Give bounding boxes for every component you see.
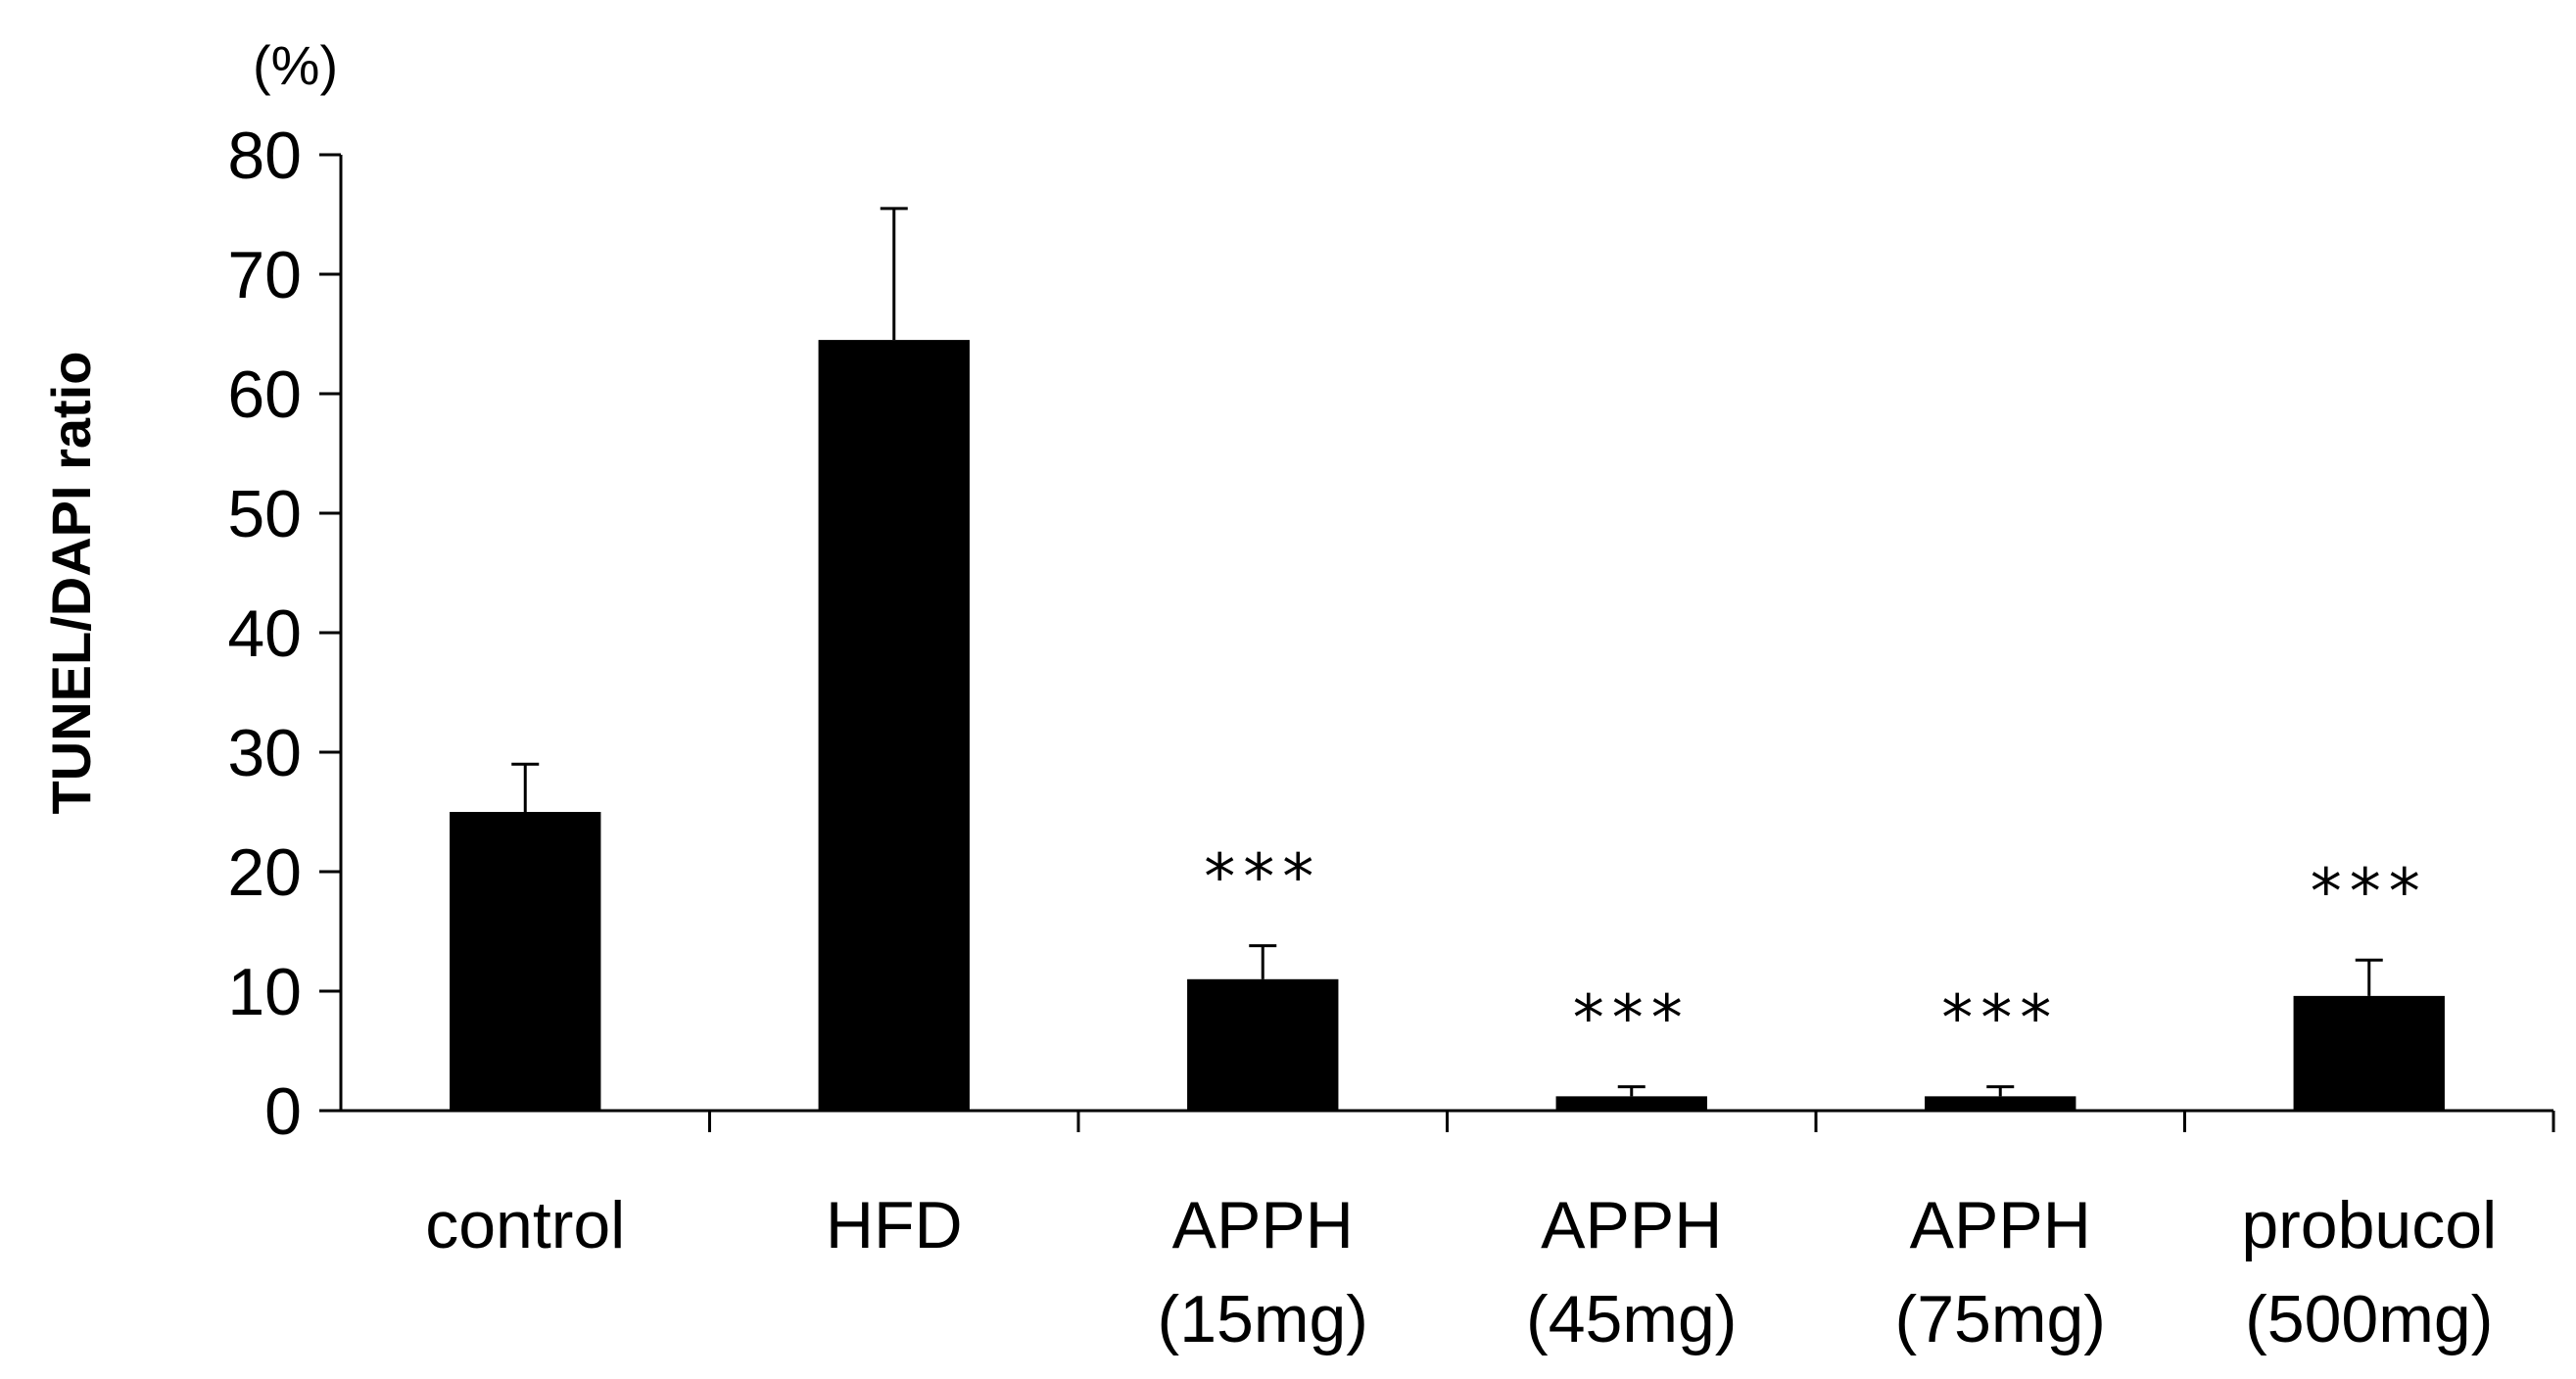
- bar: [2293, 995, 2445, 1111]
- bar: [1187, 978, 1339, 1111]
- x-axis: [341, 1109, 2555, 1132]
- category-label: HFD: [826, 1188, 963, 1262]
- significance-marks: *** *** *** ***: [1204, 842, 2428, 1056]
- y-tick-label: 0: [264, 1074, 302, 1149]
- category-label: probucol: [2241, 1188, 2497, 1262]
- category-label-sub: (75mg): [1895, 1282, 2106, 1356]
- y-tick-label: 80: [227, 119, 302, 193]
- category-labels: control HFD APPH (15mg) APPH (45mg) APPH (75mg)…: [425, 1188, 2497, 1356]
- y-unit-label: (%): [253, 34, 338, 96]
- error-bars: [511, 207, 2383, 1097]
- significance-label: ***: [1941, 983, 2059, 1056]
- y-axis-title: TUNEL/DAPI ratio: [40, 352, 102, 815]
- category-label: APPH: [1172, 1188, 1354, 1262]
- category-label-sub: (45mg): [1526, 1282, 1737, 1356]
- y-axis: 0 10 20 30 40 50 60 70 80: [227, 119, 343, 1149]
- category-label: APPH: [1541, 1188, 1722, 1262]
- category-label-sub: (500mg): [2245, 1282, 2493, 1356]
- significance-label: ***: [2311, 856, 2428, 928]
- bars: [450, 340, 2445, 1112]
- category-label: control: [425, 1188, 625, 1262]
- bar: [450, 812, 601, 1111]
- category-label: APPH: [1910, 1188, 2091, 1262]
- significance-label: ***: [1204, 842, 1321, 915]
- y-tick-label: 40: [227, 596, 302, 671]
- y-tick-label: 50: [227, 477, 302, 551]
- bar: [1555, 1096, 1707, 1111]
- y-tick-label: 60: [227, 357, 302, 432]
- category-label-sub: (15mg): [1158, 1282, 1368, 1356]
- bar: [1925, 1096, 2076, 1111]
- significance-label: ***: [1573, 983, 1691, 1056]
- y-tick-label: 70: [227, 238, 302, 312]
- y-tick-label: 30: [227, 716, 302, 790]
- bar: [818, 340, 970, 1112]
- y-tick-label: 20: [227, 835, 302, 910]
- y-tick-label: 10: [227, 955, 302, 1029]
